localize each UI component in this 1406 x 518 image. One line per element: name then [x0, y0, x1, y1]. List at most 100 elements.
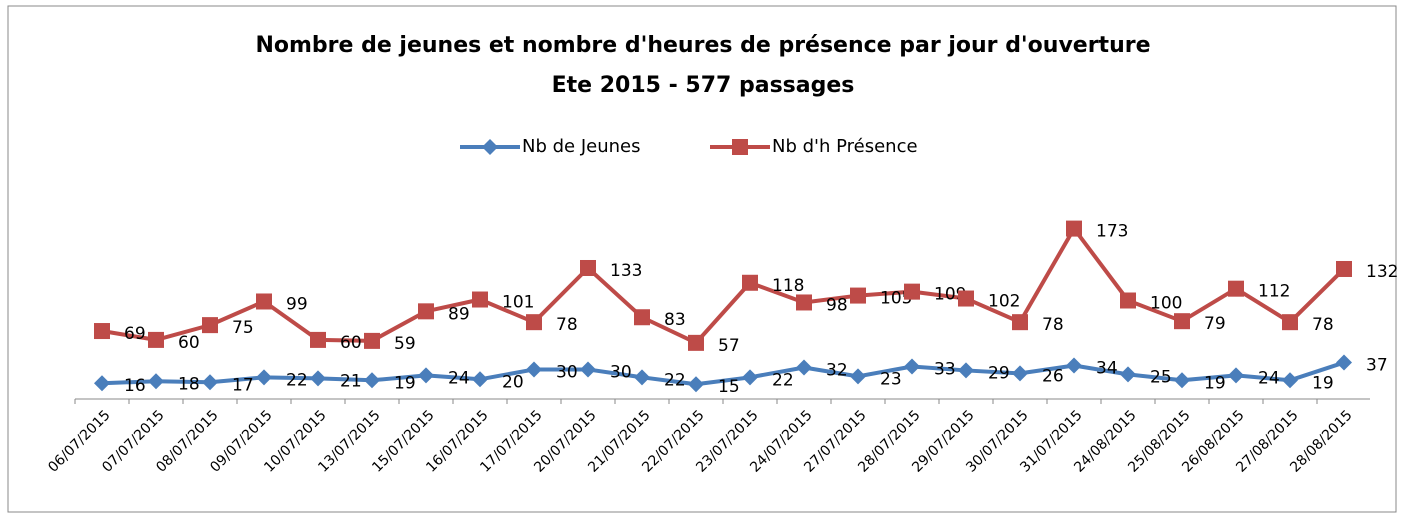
marker — [148, 373, 164, 390]
data-label: 29 — [988, 363, 1010, 383]
data-label: 19 — [1204, 373, 1226, 393]
data-label: 32 — [826, 360, 848, 380]
marker — [94, 375, 110, 392]
marker — [472, 371, 488, 388]
chart-border — [7, 5, 1397, 513]
data-label: 118 — [772, 276, 804, 296]
data-label: 60 — [340, 333, 362, 353]
marker — [1282, 372, 1298, 389]
marker — [732, 139, 748, 155]
marker — [634, 369, 650, 386]
data-label: 17 — [232, 375, 254, 395]
marker — [1336, 354, 1352, 371]
marker — [1228, 280, 1244, 297]
marker — [418, 303, 434, 320]
marker — [364, 332, 380, 349]
data-label: 60 — [178, 333, 200, 353]
data-label: 16 — [124, 376, 146, 396]
data-label: 22 — [664, 370, 686, 390]
data-label: 69 — [124, 324, 146, 344]
marker — [796, 294, 812, 311]
chart-title: Nombre de jeunes et nombre d'heures de p… — [255, 33, 1150, 58]
marker — [1120, 292, 1136, 309]
marker — [364, 372, 380, 389]
data-label: 23 — [880, 369, 902, 389]
series-line — [101, 226, 1346, 345]
data-label: 79 — [1204, 314, 1226, 334]
data-label: 59 — [394, 334, 416, 354]
data-label: 99 — [286, 294, 308, 314]
marker — [202, 317, 218, 334]
marker — [1174, 372, 1190, 389]
marker — [1336, 260, 1352, 277]
data-label: 21 — [340, 371, 362, 391]
marker — [634, 309, 650, 326]
data-label: 24 — [1258, 368, 1280, 388]
chart-subtitle: Ete 2015 - 577 passages — [552, 73, 855, 98]
marker — [526, 314, 542, 331]
marker — [1012, 365, 1028, 382]
marker — [1066, 357, 1082, 374]
data-label: 101 — [502, 293, 534, 313]
marker — [256, 293, 272, 310]
data-label: 33 — [934, 359, 956, 379]
data-label: 132 — [1366, 262, 1398, 282]
marker — [1174, 313, 1190, 330]
data-label: 173 — [1096, 222, 1128, 242]
marker — [958, 362, 974, 379]
marker — [1282, 314, 1298, 331]
marker — [904, 283, 920, 300]
data-label: 83 — [664, 310, 686, 330]
data-label: 24 — [448, 368, 470, 388]
data-label: 15 — [718, 377, 740, 397]
marker — [742, 274, 758, 291]
data-label: 78 — [556, 315, 578, 335]
marker — [310, 370, 326, 387]
data-label: 100 — [1150, 294, 1182, 314]
marker — [1066, 220, 1082, 237]
data-label: 78 — [1042, 315, 1064, 335]
data-label: 30 — [556, 362, 578, 382]
marker — [202, 374, 218, 391]
data-label: 19 — [394, 373, 416, 393]
data-label: 37 — [1366, 356, 1388, 376]
marker — [1228, 367, 1244, 384]
data-label: 34 — [1096, 359, 1118, 379]
marker — [688, 334, 704, 351]
data-label: 22 — [286, 370, 308, 390]
marker — [256, 369, 272, 386]
data-label: 18 — [178, 374, 200, 394]
data-label: 75 — [232, 318, 254, 338]
marker — [1012, 314, 1028, 331]
marker — [904, 358, 920, 375]
series-line — [101, 360, 1345, 387]
data-label: 22 — [772, 370, 794, 390]
marker — [472, 291, 488, 308]
legend-label: Nb de Jeunes — [522, 136, 641, 157]
data-label: 89 — [448, 304, 470, 324]
marker — [580, 361, 596, 378]
data-label: 20 — [502, 372, 524, 392]
data-label: 57 — [718, 336, 740, 356]
data-label: 112 — [1258, 282, 1290, 302]
marker — [796, 359, 812, 376]
data-label: 30 — [610, 362, 632, 382]
data-label: 25 — [1150, 367, 1172, 387]
marker — [94, 323, 110, 340]
marker — [958, 290, 974, 307]
marker — [418, 367, 434, 384]
data-label: 19 — [1312, 373, 1334, 393]
marker — [580, 259, 596, 276]
legend-label: Nb d'h Présence — [772, 136, 918, 157]
marker — [688, 376, 704, 393]
data-label: 78 — [1312, 315, 1334, 335]
data-label: 102 — [988, 292, 1020, 312]
marker — [526, 361, 542, 378]
marker — [742, 369, 758, 386]
data-label: 98 — [826, 295, 848, 315]
marker — [310, 331, 326, 348]
marker — [148, 331, 164, 348]
marker — [1120, 366, 1136, 383]
